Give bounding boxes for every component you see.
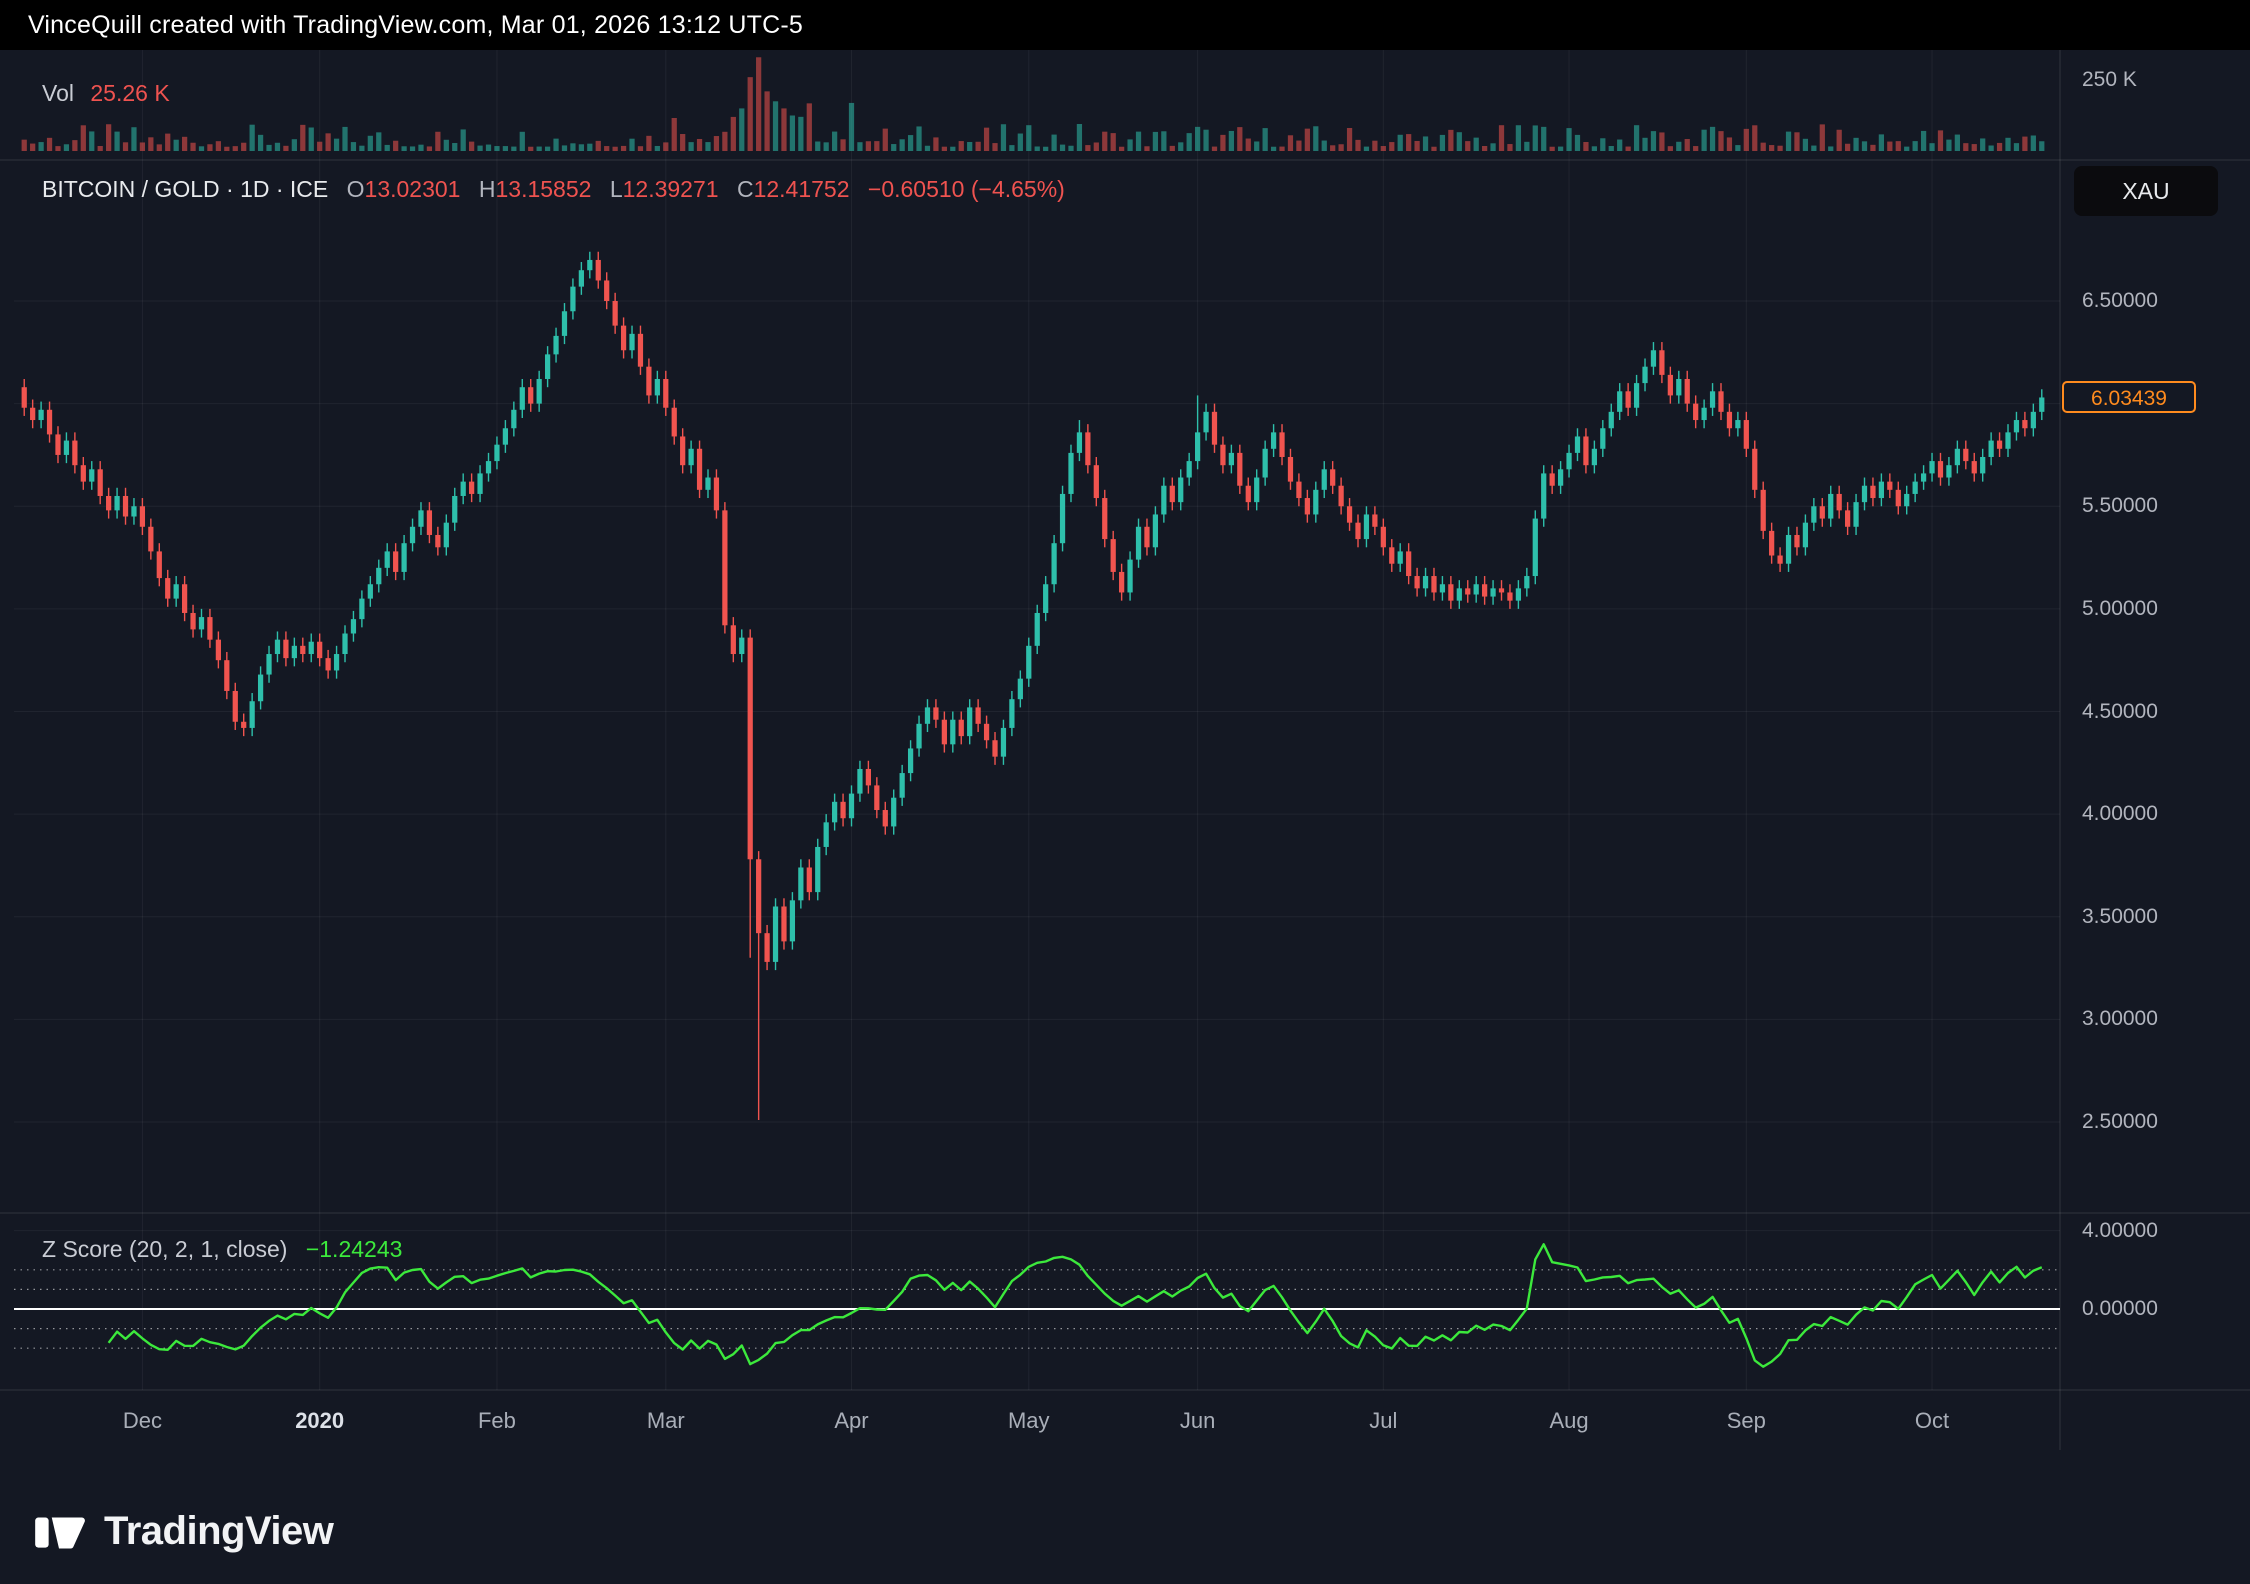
price-axis[interactable]: XAU 6.03439 250 K 6.50000 5.50000 5.00000 4.… <box>2060 50 2250 1448</box>
volume-axis-label: 250 K <box>2082 68 2137 91</box>
price-axis-label: 3.50000 <box>2082 904 2158 928</box>
time-axis-label: Feb <box>477 1408 516 1433</box>
tradingview-brand-text: TradingView <box>104 1508 334 1553</box>
change-value: −0.60510 (−4.65%) <box>867 176 1065 202</box>
header-title: VinceQuill created with TradingView.com,… <box>28 11 803 39</box>
time-axis-label: 2020 <box>295 1408 345 1433</box>
price-axis-label: 5.50000 <box>2082 494 2158 518</box>
ohlc-low: L12.39271 <box>609 176 719 202</box>
currency-unit-button[interactable]: XAU <box>2074 166 2218 216</box>
price-axis-label: 4.50000 <box>2082 699 2158 723</box>
ohlc-open: O13.02301 <box>346 176 461 202</box>
time-axis-label: Oct <box>1914 1408 1950 1433</box>
time-axis-label: Sep <box>1726 1408 1766 1433</box>
ohlc-close: C12.41752 <box>736 176 850 202</box>
symbol-title: BITCOIN / GOLD · 1D · ICE <box>42 176 329 202</box>
price-axis-label: 4.00000 <box>2082 802 2158 826</box>
zscore-axis-label: 4.00000 <box>2082 1218 2158 1242</box>
time-axis-label: May <box>1007 1408 1050 1433</box>
ohlc-high: H13.15852 <box>478 176 592 202</box>
volume-legend[interactable]: Vol 25.26 K <box>42 80 170 107</box>
zscore-axis-label: 0.00000 <box>2082 1297 2158 1320</box>
volume-value: 25.26 K <box>90 80 170 106</box>
header-bar: VinceQuill created with TradingView.com,… <box>0 0 2250 50</box>
time-axis[interactable]: Dec 2020 Feb Mar Apr May Jun Jul Aug Sep Oct <box>0 1392 2060 1452</box>
price-axis-label: 5.00000 <box>2082 596 2158 620</box>
time-axis-label: Aug <box>1549 1408 1589 1433</box>
symbol-legend[interactable]: BITCOIN / GOLD · 1D · ICE O13.02301 H13.… <box>42 176 1065 203</box>
time-axis-label: Apr <box>834 1408 869 1433</box>
price-axis-label: 3.00000 <box>2082 1007 2158 1031</box>
time-axis-label: Dec <box>122 1408 162 1433</box>
time-axis-label: Jul <box>1369 1408 1398 1433</box>
zscore-legend[interactable]: Z Score (20, 2, 1, close) −1.24243 <box>42 1236 402 1263</box>
price-axis-label: 6.50000 <box>2082 289 2158 312</box>
last-price-label: 6.03439 <box>2062 380 2196 413</box>
volume-label: Vol <box>42 80 74 106</box>
tradingview-logo[interactable]: TradingView <box>30 1496 334 1566</box>
price-axis-label: 2.50000 <box>2082 1110 2158 1133</box>
tradingview-logo-icon <box>35 1517 85 1549</box>
zscore-title: Z Score (20, 2, 1, close) <box>42 1236 288 1262</box>
zscore-value: −1.24243 <box>305 1236 403 1262</box>
time-axis-label: Mar <box>646 1408 685 1433</box>
time-axis-label: Jun <box>1179 1408 1216 1433</box>
